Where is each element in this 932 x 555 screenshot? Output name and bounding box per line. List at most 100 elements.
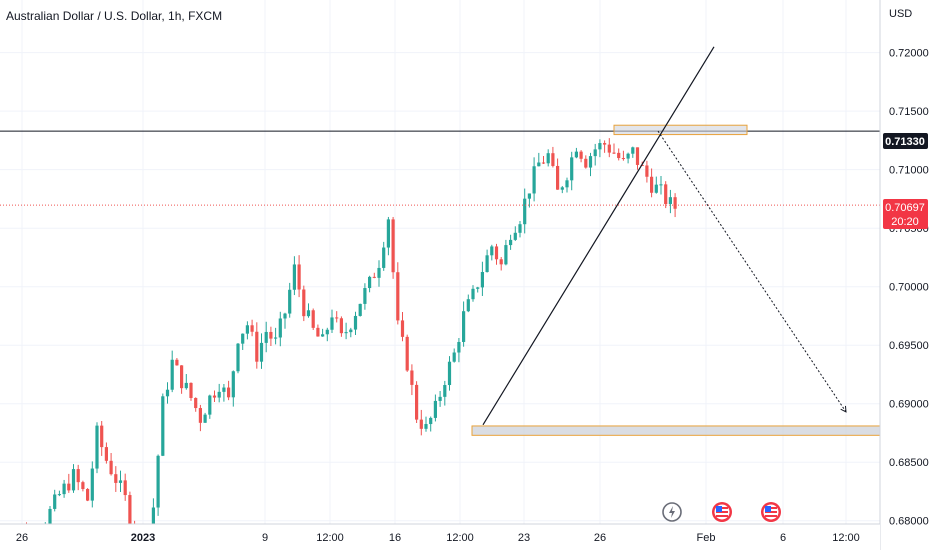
candle-body	[668, 197, 672, 205]
candle-body	[57, 494, 61, 496]
candle-body	[377, 267, 381, 278]
candle-body	[335, 317, 339, 319]
candle-body	[386, 219, 390, 248]
candle-body	[283, 313, 287, 319]
candle-body	[537, 162, 541, 167]
candle-body	[344, 332, 348, 334]
candle-body	[579, 151, 583, 159]
candle-body	[156, 455, 160, 508]
support-zone	[471, 425, 881, 436]
candle-body	[109, 460, 113, 475]
candle-body	[358, 303, 362, 316]
candle-body	[509, 239, 513, 246]
candle-body	[227, 387, 231, 398]
candle-body	[217, 391, 221, 398]
candle-body	[194, 397, 198, 409]
candle-body	[316, 327, 320, 337]
price-tick-label: 0.71500	[889, 106, 929, 118]
candle-body	[532, 166, 536, 194]
time-tick-label: 2023	[131, 532, 155, 544]
candle-body	[673, 197, 677, 209]
candle-body	[100, 425, 104, 448]
candle-body	[95, 425, 99, 469]
candle-body	[603, 143, 607, 145]
candle-body	[490, 246, 494, 256]
candle-body	[476, 287, 480, 289]
candle-body	[462, 311, 466, 342]
candle-body	[593, 149, 597, 157]
candle-body	[306, 310, 311, 317]
time-tick-label: 23	[518, 532, 530, 544]
candle-body	[81, 482, 85, 490]
candle-body	[617, 152, 621, 159]
candle-body	[241, 333, 245, 344]
candle-body	[588, 156, 593, 168]
price-tick-label: 0.72000	[889, 48, 929, 60]
candle-body	[321, 334, 325, 337]
hline-price-badge	[883, 133, 928, 149]
candle-body	[71, 469, 76, 491]
candle-body	[612, 152, 616, 154]
candle-body	[372, 276, 376, 278]
time-tick-label: 6	[780, 532, 786, 544]
time-tick-label: 12:00	[832, 532, 860, 544]
hline-price-label: 0.71330	[885, 136, 925, 148]
candle-body	[635, 147, 640, 165]
candle-body	[203, 414, 207, 423]
last-price-badge	[883, 199, 928, 229]
candle-body	[368, 276, 372, 289]
candle-body	[382, 247, 386, 268]
candle-body	[447, 361, 452, 386]
candle-body	[161, 396, 165, 456]
candle-body	[664, 184, 668, 205]
candle-body	[288, 289, 292, 314]
time-tick-label: 12:00	[316, 532, 344, 544]
candle-body	[114, 474, 118, 483]
candle-body	[325, 329, 329, 335]
candle-body	[165, 389, 170, 397]
candle-body	[175, 359, 179, 366]
candle-body	[504, 245, 508, 265]
us-flag-icon[interactable]	[712, 502, 732, 522]
projection-arrowhead	[840, 405, 847, 413]
candle-body	[76, 469, 80, 483]
candle-body	[62, 483, 66, 495]
time-tick-label: Feb	[697, 532, 716, 544]
candle-body	[67, 483, 71, 491]
price-tick-label: 0.69000	[889, 399, 929, 411]
price-tick-label: 0.70000	[889, 282, 929, 294]
us-flag-icon[interactable]	[761, 502, 781, 522]
candle-body	[184, 382, 188, 389]
candle-body	[419, 419, 423, 429]
candle-body	[645, 165, 649, 177]
candle-body	[255, 331, 259, 362]
candle-body	[53, 494, 57, 509]
candle-body	[523, 198, 527, 225]
candle-body	[353, 315, 358, 330]
resistance-zone	[613, 124, 748, 136]
candle-body	[626, 153, 630, 159]
candle-body	[400, 320, 405, 337]
candle-body	[236, 343, 240, 372]
candle-body	[363, 288, 367, 304]
candle-body	[339, 318, 343, 334]
candle-body	[189, 382, 193, 398]
candle-body	[631, 147, 635, 154]
candle-body	[424, 424, 428, 429]
candle-body	[621, 158, 625, 160]
candle-body	[86, 489, 90, 501]
time-axis[interactable]: 26 2023 9 12:00 16 12:00 23 26 Feb 6 12:00	[16, 532, 860, 544]
last-price-label: 0.70697	[885, 202, 925, 214]
candle-body	[546, 153, 550, 164]
lightning-icon[interactable]	[662, 502, 682, 522]
candle-body	[302, 289, 306, 317]
candle-body	[208, 395, 212, 415]
candle-body	[212, 395, 217, 398]
candle-body	[330, 317, 334, 330]
trend-line	[482, 46, 715, 426]
candle-body	[250, 325, 254, 332]
candle-body	[391, 219, 395, 273]
projection-arrow	[657, 130, 847, 413]
